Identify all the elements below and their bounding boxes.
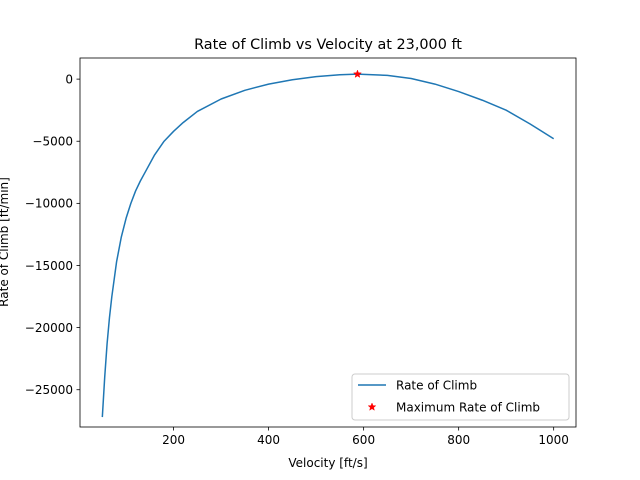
y-tick-label: −10000 (25, 197, 73, 211)
x-tick-label: 800 (447, 433, 470, 447)
legend-box (351, 373, 570, 421)
y-tick-label: 0 (65, 72, 73, 86)
y-tick-label: −25000 (25, 383, 73, 397)
x-axis-ticks: 200 400 600 800 1000 (162, 427, 569, 447)
y-axis-label: Rate of Climb [ft/min] (0, 177, 11, 307)
y-tick-label: −20000 (25, 321, 73, 335)
x-tick-label: 400 (257, 433, 280, 447)
legend-label-rate-of-climb: Rate of Climb (396, 379, 477, 393)
legend-star-marker (367, 402, 377, 411)
plot-frame (79, 57, 577, 428)
chart-title: Rate of Climb vs Velocity at 23,000 ft (194, 37, 462, 53)
plot-area (80, 58, 576, 427)
legend: Rate of Climb Maximum Rate of Climb (351, 373, 570, 421)
maximum-rate-of-climb-point (352, 69, 362, 78)
x-tick-label: 1000 (538, 433, 569, 447)
x-tick-label: 600 (352, 433, 375, 447)
y-axis-ticks: −25000 −20000 −15000 −10000 −5000 0 (25, 72, 80, 397)
rate-of-climb-line (101, 73, 555, 418)
x-axis-label: Velocity [ft/s] (288, 456, 367, 470)
y-tick-label: −5000 (32, 135, 73, 149)
legend-label-maximum-rate-of-climb: Maximum Rate of Climb (396, 401, 540, 415)
x-tick-label: 200 (162, 433, 185, 447)
series-layer (101, 69, 555, 418)
y-tick-label: −15000 (25, 259, 73, 273)
